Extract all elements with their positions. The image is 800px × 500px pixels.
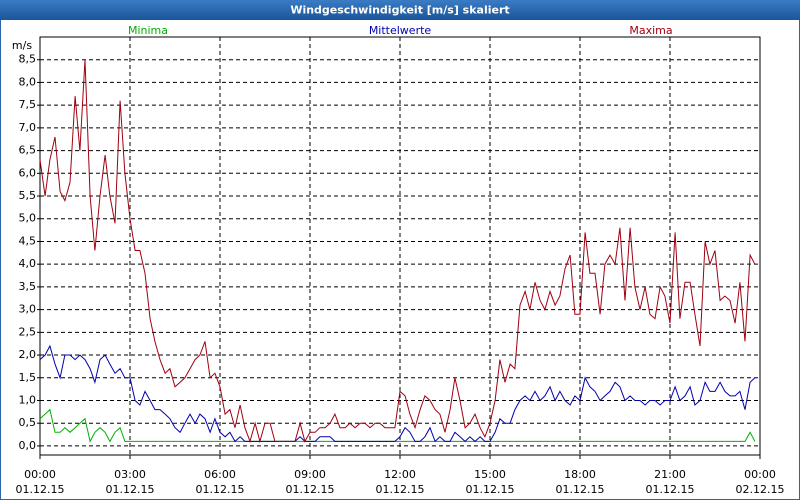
y-tick-label: 6,5 — [19, 144, 37, 157]
x-tick-label: 00:00 — [744, 468, 776, 481]
y-tick-label: 8,0 — [19, 75, 37, 88]
x-tick-date: 01.12.15 — [646, 483, 695, 496]
y-tick-label: 6,0 — [19, 166, 37, 179]
chart-title: Windgeschwindigkeit [m/s] skaliert — [290, 4, 509, 17]
x-tick-date: 01.12.15 — [106, 483, 155, 496]
series-line — [39, 344, 756, 443]
y-tick-label: 2,5 — [19, 325, 37, 338]
y-tick-label: 0,5 — [19, 416, 37, 429]
y-tick-label: 2,0 — [19, 348, 37, 361]
y-tick-label: 1,5 — [19, 371, 37, 384]
legend-entry: Mittelwerte — [369, 24, 432, 37]
y-tick-label: 0,0 — [19, 439, 37, 452]
y-tick-label: 5,5 — [19, 189, 37, 202]
y-tick-label: 7,0 — [19, 121, 37, 134]
x-tick-label: 15:00 — [474, 468, 506, 481]
series-line — [39, 408, 756, 443]
x-tick-label: 21:00 — [654, 468, 686, 481]
x-tick-label: 06:00 — [204, 468, 236, 481]
x-tick-date: 01.12.15 — [16, 483, 65, 496]
x-tick-label: 03:00 — [114, 468, 146, 481]
x-tick-date: 01.12.15 — [376, 483, 425, 496]
x-tick-date: 01.12.15 — [466, 483, 515, 496]
y-tick-label: 7,5 — [19, 98, 37, 111]
y-tick-label: 8,5 — [19, 53, 37, 66]
y-tick-label: 3,0 — [19, 303, 37, 316]
x-tick-date: 01.12.15 — [196, 483, 245, 496]
x-tick-label: 18:00 — [564, 468, 596, 481]
y-tick-label: 1,0 — [19, 393, 37, 406]
x-tick-date: 01.12.15 — [286, 483, 335, 496]
y-tick-label: 5,0 — [19, 212, 37, 225]
title-bar — [0, 0, 800, 20]
y-unit: m/s — [12, 39, 32, 52]
series-line — [39, 59, 756, 444]
x-tick-label: 00:00 — [24, 468, 56, 481]
legend-entry: Minima — [128, 24, 168, 37]
legend-entry: Maxima — [629, 24, 672, 37]
x-tick-date: 02.12.15 — [736, 483, 785, 496]
y-tick-label: 4,5 — [19, 234, 37, 247]
plot-frame — [39, 36, 761, 456]
x-tick-date: 01.12.15 — [556, 483, 605, 496]
x-tick-label: 12:00 — [384, 468, 416, 481]
y-tick-label: 4,0 — [19, 257, 37, 270]
x-tick-label: 09:00 — [294, 468, 326, 481]
y-tick-label: 3,5 — [19, 280, 37, 293]
